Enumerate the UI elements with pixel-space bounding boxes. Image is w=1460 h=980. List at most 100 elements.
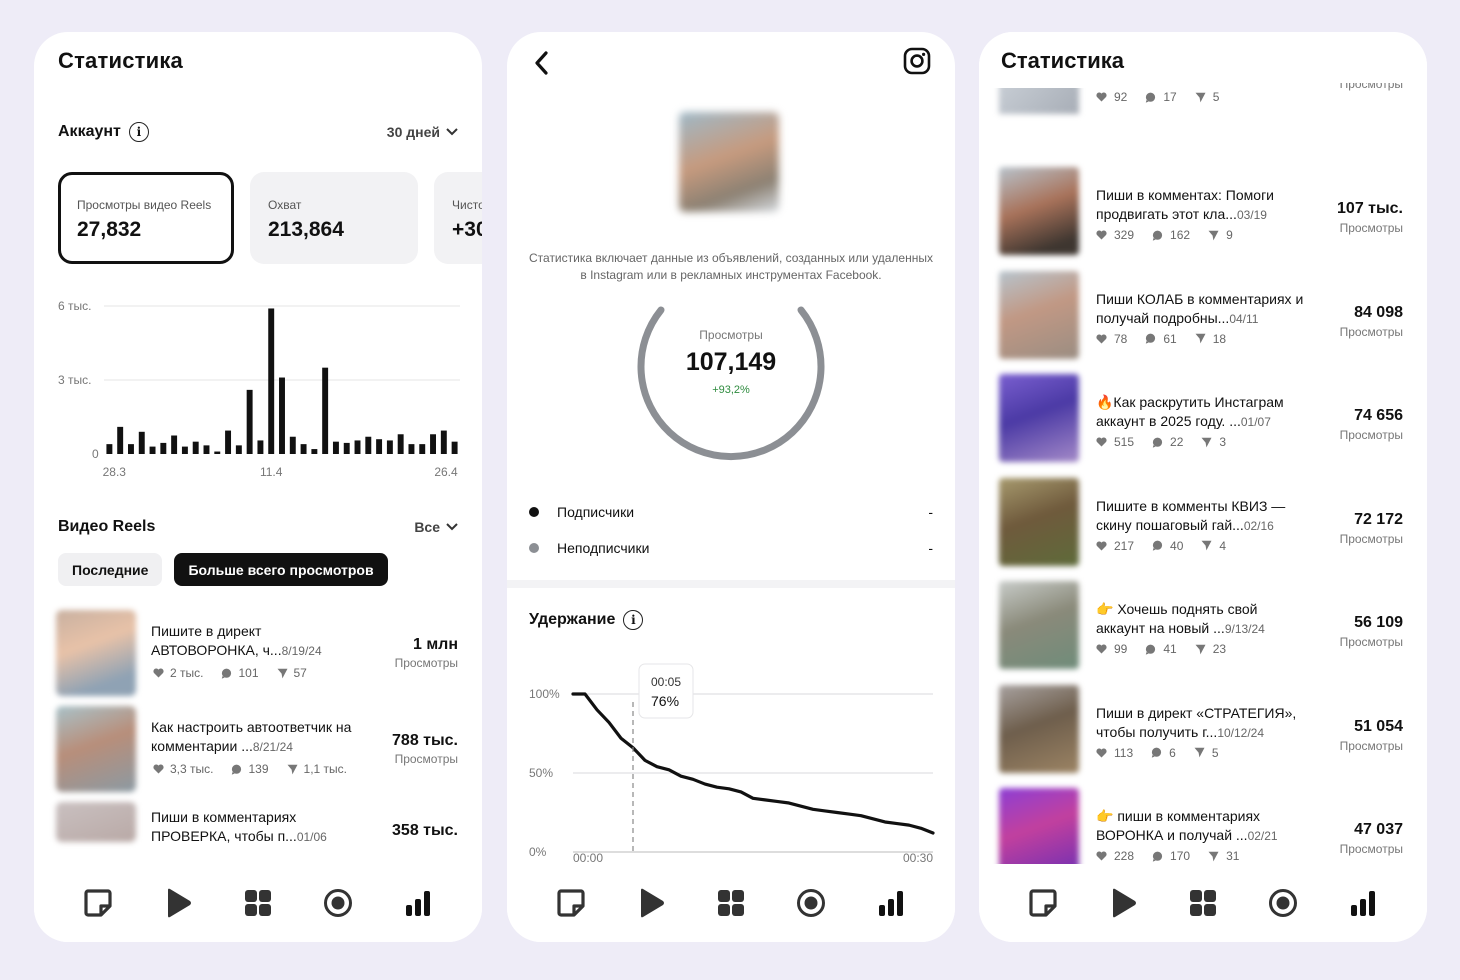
nav-live-circle-button[interactable] bbox=[1263, 883, 1303, 923]
bar bbox=[257, 440, 264, 454]
instagram-icon[interactable] bbox=[903, 47, 931, 75]
nav-live-circle-button[interactable] bbox=[318, 883, 358, 923]
bar bbox=[106, 444, 113, 454]
reel-thumbnail bbox=[999, 167, 1079, 255]
share-icon bbox=[1194, 747, 1205, 758]
section-divider bbox=[507, 580, 955, 588]
legend-label: Неподписчики bbox=[557, 540, 650, 556]
heart-icon bbox=[1096, 230, 1107, 240]
reel-stats: 228 170 31 bbox=[1096, 849, 1239, 863]
bar bbox=[246, 389, 253, 454]
nav-grid-button[interactable] bbox=[238, 883, 278, 923]
chip-recent[interactable]: Последние bbox=[58, 553, 163, 586]
heart-icon bbox=[1096, 644, 1107, 654]
ring-delta: +93,2% bbox=[712, 384, 750, 396]
list-item[interactable]: Пишите в комменты КВИЗ — скину пошаговый… bbox=[999, 477, 1403, 570]
grid-icon bbox=[1190, 890, 1216, 916]
info-icon[interactable]: i bbox=[128, 122, 149, 142]
tooltip-box bbox=[638, 663, 694, 719]
stats-bars-icon bbox=[406, 891, 430, 916]
reel-title: Пишите в директ АВТОВОРОНКА, ч...8/19/24 bbox=[151, 623, 322, 658]
reel-thumbnail bbox=[56, 802, 136, 842]
reel-views-value: 74 656 bbox=[1354, 407, 1403, 424]
reel-views-unit: Просмотры bbox=[1339, 428, 1403, 442]
comments-count: 139 bbox=[248, 762, 269, 776]
reels-play-icon bbox=[1113, 888, 1136, 918]
nav-reels-play-button[interactable] bbox=[1103, 883, 1143, 923]
bar bbox=[451, 441, 458, 454]
list-item[interactable]: Пиши КОЛАБ в комментариях и получай подр… bbox=[999, 270, 1403, 363]
list-item[interactable]: 👉 Хочешь поднять свой аккаунт на новый .… bbox=[999, 581, 1403, 673]
heart-icon bbox=[1096, 437, 1107, 447]
likes-count: 113 bbox=[1114, 745, 1134, 760]
chevron-down-icon bbox=[446, 523, 458, 531]
nav-create-post-button[interactable] bbox=[551, 883, 591, 923]
reel-stats: 329 162 9 bbox=[1096, 228, 1233, 242]
reel-title: Как настроить автоответчик на комментари… bbox=[151, 719, 352, 754]
list-item[interactable]: Пишите в директ АВТОВОРОНКА, ч...8/19/24… bbox=[56, 578, 458, 696]
bar bbox=[311, 449, 318, 454]
reel-views-unit: Просмотры bbox=[1339, 324, 1403, 339]
bar bbox=[128, 444, 134, 454]
live-circle-icon bbox=[1269, 889, 1297, 917]
bar bbox=[149, 446, 156, 454]
comments-count: 101 bbox=[238, 666, 259, 680]
list-item[interactable]: Как настроить автоответчик на комментари… bbox=[56, 674, 458, 792]
reel-views-unit: Просмотры bbox=[394, 752, 458, 766]
reel-views-value: 51 054 bbox=[1354, 717, 1403, 735]
list-item[interactable]: 🔥Как раскрутить Инстаграм аккаунт в 2025… bbox=[999, 374, 1403, 466]
chip-most-viewed[interactable]: Больше всего просмотров bbox=[174, 553, 388, 586]
shares-count: 9 bbox=[1226, 228, 1233, 242]
bar bbox=[268, 308, 275, 454]
reel-date: 02/21 bbox=[1247, 829, 1278, 843]
bar bbox=[408, 444, 415, 454]
reel-stats: 217 40 4 bbox=[1096, 539, 1226, 553]
nav-grid-button[interactable] bbox=[711, 883, 751, 923]
list-item[interactable]: Пиши в комментариях ПРОВЕРКА, чтобы п...… bbox=[56, 770, 458, 866]
reel-stats: 92 17 5 bbox=[1096, 90, 1219, 104]
reel-views-value: 84 098 bbox=[1354, 303, 1403, 321]
bar bbox=[332, 441, 339, 454]
nav-stats-bars-button[interactable] bbox=[871, 883, 911, 923]
retention-line-chart[interactable]: 100% 50% 0% 00:05 76% 00:00 00:30 bbox=[521, 644, 941, 864]
screen-reels-list: Статистика Просмотры 92 17 5 Пиши в коммен… bbox=[979, 32, 1427, 942]
legend-value: - bbox=[928, 504, 933, 520]
bar bbox=[343, 442, 350, 454]
list-item[interactable]: Пиши в директ «СТРАТЕГИЯ», чтобы получит… bbox=[999, 684, 1403, 777]
tooltip-value: 76% bbox=[651, 693, 679, 709]
metric-value: +30 bbox=[452, 218, 482, 241]
reel-title: Пиши в комментах: Помоги продвигать этот… bbox=[1096, 187, 1274, 222]
bar bbox=[365, 436, 372, 454]
list-item[interactable]: Пиши в комментах: Помоги продвигать этот… bbox=[999, 167, 1403, 259]
nav-reels-play-button[interactable] bbox=[158, 883, 198, 923]
likes-count: 99 bbox=[1114, 642, 1128, 656]
account-row: Аккаунт i 30 дней bbox=[58, 122, 458, 142]
reel-date: 9/13/24 bbox=[1224, 622, 1265, 636]
metric-card-reach[interactable]: Охват 213,864 bbox=[250, 172, 418, 264]
reel-views-value: 72 172 bbox=[1354, 510, 1403, 528]
nav-live-circle-button[interactable] bbox=[791, 883, 831, 923]
back-chevron-icon[interactable] bbox=[531, 50, 553, 76]
nav-reels-play-button[interactable] bbox=[631, 883, 671, 923]
metric-card-reels-views[interactable]: Просмотры видео Reels 27,832 bbox=[58, 172, 234, 264]
reel-views-value: 1 млн bbox=[412, 636, 458, 653]
bar bbox=[419, 444, 426, 454]
reels-filter-dropdown[interactable]: Все bbox=[414, 519, 458, 535]
grid-icon bbox=[245, 890, 271, 916]
nav-create-post-button[interactable] bbox=[1023, 883, 1063, 923]
legend-followers: Подписчики - bbox=[529, 504, 933, 520]
info-icon[interactable]: i bbox=[623, 610, 644, 630]
reel-thumbnail bbox=[999, 684, 1079, 773]
nav-grid-button[interactable] bbox=[1183, 883, 1223, 923]
comment-icon bbox=[1146, 92, 1156, 103]
nav-stats-bars-button[interactable] bbox=[1343, 883, 1383, 923]
likes-count: 78 bbox=[1114, 331, 1128, 346]
metric-card-net[interactable]: Чисто +30 bbox=[434, 172, 482, 264]
nav-create-post-button[interactable] bbox=[78, 883, 118, 923]
nav-stats-bars-button[interactable] bbox=[398, 883, 438, 923]
list-item[interactable]: 👉 пиши в комментариях ВОРОНКА и получай … bbox=[999, 788, 1403, 880]
create-post-icon bbox=[84, 889, 112, 917]
x-tick-label: 26.4 bbox=[434, 465, 458, 479]
share-icon bbox=[1195, 92, 1206, 102]
period-dropdown[interactable]: 30 дней bbox=[387, 124, 458, 140]
